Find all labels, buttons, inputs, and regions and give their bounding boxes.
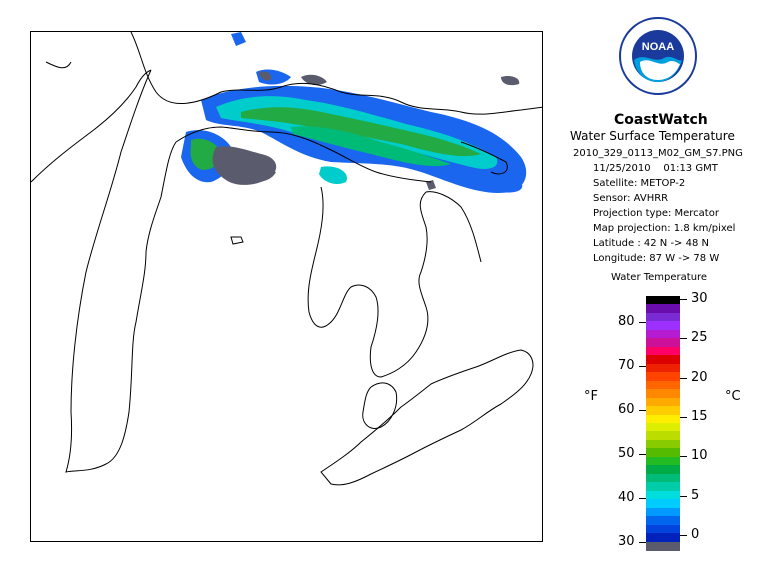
file-name: 2010_329_0113_M02_GM_S7.PNG: [573, 148, 743, 159]
celsius-tick: [680, 377, 687, 379]
datetime: 11/25/2010 01:13 GMT: [593, 163, 718, 174]
noaa-logo-icon: NOAA: [619, 17, 697, 95]
scale-swatch: [646, 296, 680, 305]
sst-data-overlay: [181, 32, 527, 193]
scale-swatch: [646, 329, 680, 339]
scale-swatch: [646, 465, 680, 475]
legend-title: Water Temperature: [611, 272, 708, 283]
map-panel: [30, 31, 543, 542]
scale-swatch: [646, 516, 680, 526]
fahrenheit-tick: [639, 454, 646, 455]
scale-swatch: [646, 499, 680, 509]
scale-swatch: [646, 372, 680, 382]
fahrenheit-tick-label: 50: [618, 446, 635, 461]
product-title: Water Surface Temperature: [570, 129, 735, 143]
scale-swatch: [646, 448, 680, 458]
scale-swatch: [646, 456, 680, 466]
celsius-tick-label: 20: [691, 369, 708, 385]
fahrenheit-tick-label: 80: [618, 314, 635, 329]
logo-text: NOAA: [642, 41, 674, 53]
scale-swatch: [646, 380, 680, 390]
scale-swatch: [646, 482, 680, 492]
scale-swatch: [646, 533, 680, 543]
fahrenheit-tick: [639, 410, 646, 411]
fahrenheit-tick-label: 70: [618, 358, 635, 373]
scale-swatch: [646, 312, 680, 322]
celsius-tick-label: 15: [691, 409, 708, 424]
celsius-tick-label: 5: [691, 487, 700, 503]
cloud-overlay: [212, 71, 520, 190]
scale-swatch: [646, 346, 680, 356]
scale-swatch: [646, 414, 680, 424]
brand-title: CoastWatch: [614, 112, 708, 128]
fahrenheit-tick-label: 30: [618, 534, 635, 549]
scale-swatch: [646, 439, 680, 449]
scale-swatch: [646, 406, 680, 416]
scale-swatch: [646, 490, 680, 500]
celsius-tick-label: 30: [691, 291, 708, 306]
map-projection: Map projection: 1.8 km/pixel: [593, 223, 736, 234]
fahrenheit-tick: [639, 366, 646, 367]
celsius-tick: [680, 299, 687, 300]
latitude-range: Latitude : 42 N -> 48 N: [593, 238, 709, 249]
longitude-range: Longitude: 87 W -> 78 W: [593, 253, 720, 264]
coastlines: [31, 32, 542, 486]
celsius-tick-label: 0: [691, 527, 700, 542]
unit-celsius: °C: [725, 389, 741, 404]
scale-swatch: [646, 524, 680, 534]
scale-swatch: [646, 321, 680, 331]
celsius-tick-label: 25: [691, 330, 708, 346]
scale-swatch: [646, 473, 680, 483]
great-lakes-map: [31, 32, 542, 486]
scale-swatch: [646, 397, 680, 407]
sensor-label: Sensor: AVHRR: [593, 193, 669, 204]
fahrenheit-tick-label: 40: [618, 490, 635, 505]
scale-swatch: [646, 507, 680, 517]
scale-swatch: [646, 431, 680, 441]
celsius-tick-label: 10: [691, 448, 708, 464]
scale-swatch: [646, 423, 680, 432]
temperature-color-scale: [646, 296, 680, 551]
fahrenheit-tick: [639, 322, 646, 323]
scale-swatch: [646, 355, 680, 365]
scale-swatch: [646, 338, 680, 348]
unit-fahrenheit: °F: [584, 389, 598, 404]
celsius-tick: [680, 456, 687, 458]
fahrenheit-tick-label: 60: [618, 402, 635, 417]
celsius-tick: [680, 495, 687, 497]
fahrenheit-tick: [639, 542, 646, 543]
scale-swatch: [646, 304, 680, 314]
satellite-label: Satellite: METOP-2: [593, 178, 686, 189]
scale-swatch: [646, 363, 680, 373]
celsius-tick: [680, 535, 687, 536]
celsius-tick: [680, 338, 687, 340]
fahrenheit-tick: [639, 498, 646, 499]
celsius-tick: [680, 417, 687, 418]
scale-swatch: [646, 541, 680, 551]
scale-swatch: [646, 389, 680, 399]
projection-type: Projection type: Mercator: [593, 208, 719, 219]
